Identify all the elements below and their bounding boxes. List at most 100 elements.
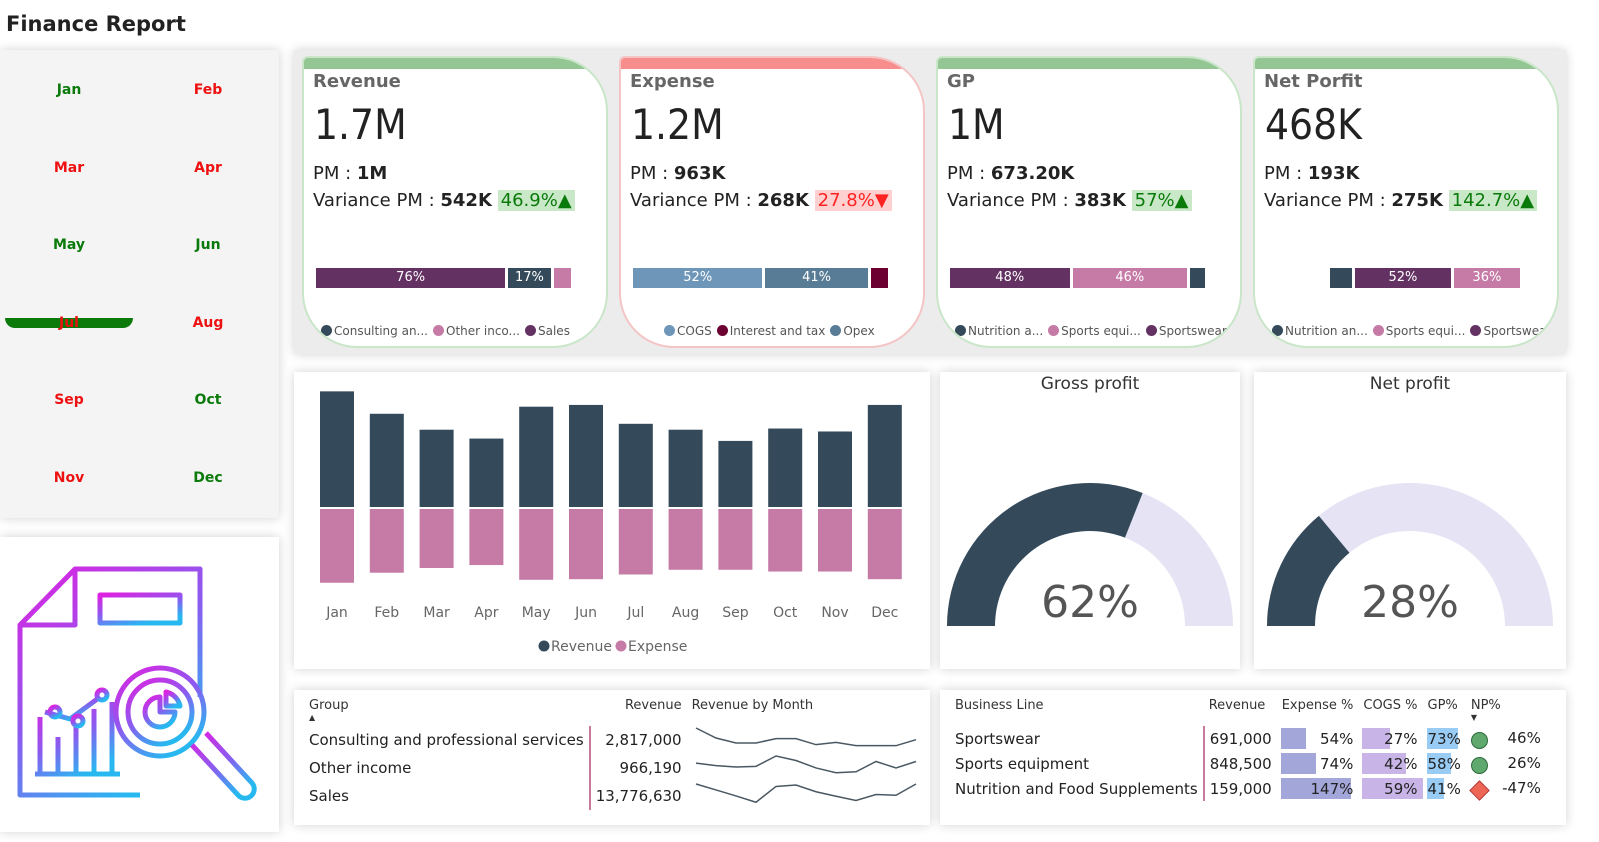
green-circle-icon [1470, 756, 1488, 774]
gauge-value: 62% [1041, 577, 1139, 628]
x-tick-label: Sep [722, 605, 749, 621]
col-np-pct[interactable]: NP% ▼ [1470, 698, 1501, 722]
gauge-fill [947, 483, 1143, 626]
composition-segment[interactable]: 17% [508, 268, 551, 288]
table-row[interactable]: Sports equipment 848,500 74% 42% 58% 26% [950, 751, 1546, 776]
revenue-bar[interactable] [867, 404, 902, 507]
revenue-bar[interactable] [369, 413, 404, 507]
revenue-bar[interactable] [569, 404, 603, 507]
table-row[interactable]: Sales 13,776,630 [304, 782, 927, 810]
business-line-cell: Sportswear [955, 729, 1040, 748]
variance-pct-badge: 142.7%▲ [1448, 190, 1538, 211]
business-line-cell: Sports equipment [955, 754, 1090, 773]
col-revenue[interactable]: Revenue [624, 698, 682, 713]
month-jan[interactable]: Jan [56, 82, 82, 98]
legend-dot-icon [615, 640, 627, 652]
card-title: Expense [630, 71, 715, 92]
expense-bar[interactable] [668, 509, 703, 570]
revenue-bar[interactable] [419, 429, 454, 507]
variance-pct-badge: 57%▲ [1131, 190, 1192, 211]
expense-bar[interactable] [818, 509, 852, 572]
pm-value: 963K [673, 163, 726, 184]
table-row[interactable]: Other income 966,190 [304, 754, 927, 782]
composition-segment[interactable] [1190, 268, 1205, 288]
col-group[interactable]: Group ▲ [309, 698, 349, 722]
legend-dot-icon [1272, 325, 1283, 336]
expense-bar[interactable] [320, 509, 354, 583]
expense-bar[interactable] [768, 509, 803, 572]
month-jun[interactable]: Jun [195, 237, 221, 253]
np-pct-cell: -47% [1466, 776, 1546, 801]
col-business-line[interactable]: Business Line [955, 698, 1044, 713]
revenue-cell: 848,500 [1202, 751, 1277, 776]
composition-segment[interactable] [870, 268, 888, 288]
legend-label: Nutrition an... [1285, 324, 1368, 338]
month-apr[interactable]: Apr [194, 159, 222, 176]
month-dec[interactable]: Dec [193, 469, 223, 486]
month-jul[interactable]: Jul [59, 314, 79, 331]
expense-bar[interactable] [618, 509, 653, 575]
composition-bar: 52% 36% [1330, 268, 1520, 288]
table-row[interactable]: Sportswear 691,000 54% 27% 73% 46% [950, 726, 1546, 751]
month-nov[interactable]: Nov [53, 469, 85, 486]
col-revenue[interactable]: Revenue [1208, 698, 1266, 713]
group-cell: Consulting and professional services [309, 731, 584, 749]
red-diamond-icon [1469, 779, 1490, 801]
col-revenue-by-month[interactable]: Revenue by Month [691, 698, 814, 713]
expense-bar[interactable] [867, 509, 902, 580]
col-expense-pct[interactable]: Expense % [1281, 698, 1354, 713]
gp-pct-cell: 73% [1426, 728, 1461, 749]
revenue-bar[interactable] [818, 431, 852, 507]
month-feb[interactable]: Feb [193, 82, 223, 98]
table-row[interactable]: Nutrition and Food Supplements 159,000 147… [950, 776, 1546, 801]
month-sep[interactable]: Sep [54, 392, 84, 408]
expense-bar[interactable] [569, 509, 603, 580]
month-mar[interactable]: Mar [53, 159, 85, 176]
month-aug[interactable]: Aug [192, 314, 224, 331]
card-value: 1.7M [314, 100, 407, 149]
col-cogs-pct[interactable]: COGS % [1363, 698, 1418, 713]
composition-segment[interactable]: 52% [633, 268, 763, 288]
composition-segment[interactable]: 36% [1453, 268, 1520, 288]
revenue-bar[interactable] [768, 428, 803, 507]
page-title: Finance Report [6, 12, 186, 36]
pm-value: 673.20K [990, 163, 1075, 184]
x-tick-label: Nov [821, 605, 848, 621]
x-tick-label: Mar [423, 605, 450, 621]
expense-bar[interactable] [469, 509, 504, 566]
col-gp-pct[interactable]: GP% [1427, 698, 1458, 713]
composition-segment[interactable]: 46% [1072, 268, 1188, 288]
variance-pct-badge: 27.8%▼ [814, 190, 892, 211]
card-accent-bar [1255, 58, 1557, 69]
kpi-cards: Revenue 1.7M PM : 1M Variance PM : 542K … [294, 50, 1566, 354]
expense-bar[interactable] [419, 509, 454, 568]
expense-bar[interactable] [519, 509, 554, 580]
revenue-bar[interactable] [320, 391, 354, 507]
pm-value: 193K [1307, 163, 1360, 184]
card-pm: PM : 1M [313, 163, 388, 184]
revenue-bar[interactable] [519, 406, 554, 507]
revenue-bar[interactable] [718, 440, 753, 507]
card-variance: Variance PM : 275K 142.7%▲ [1264, 190, 1557, 211]
composition-segment[interactable] [1330, 268, 1353, 288]
composition-segment[interactable]: 41% [765, 268, 868, 288]
table-row[interactable]: Consulting and professional services 2,81… [304, 726, 927, 754]
composition-segment[interactable]: 76% [316, 268, 506, 288]
composition-segment[interactable] [553, 268, 571, 288]
report-illustration [0, 537, 279, 832]
composition-segment[interactable]: 48% [950, 268, 1070, 288]
legend-label: Consulting an... [334, 324, 428, 338]
revenue-bar[interactable] [668, 429, 703, 507]
revenue-bar[interactable] [469, 438, 504, 507]
month-oct[interactable]: Oct [194, 392, 222, 408]
expense-bar[interactable] [718, 509, 753, 570]
composition-segment[interactable]: 52% [1355, 268, 1451, 288]
x-tick-label: Feb [374, 605, 399, 621]
gauge-value: 28% [1361, 577, 1459, 628]
expense-bar[interactable] [369, 509, 404, 573]
cogs-pct-cell: 59% [1358, 776, 1424, 801]
month-may[interactable]: May [52, 237, 86, 253]
x-tick-label: Jun [574, 605, 597, 621]
card-title: Revenue [313, 71, 401, 92]
revenue-bar[interactable] [618, 423, 653, 507]
